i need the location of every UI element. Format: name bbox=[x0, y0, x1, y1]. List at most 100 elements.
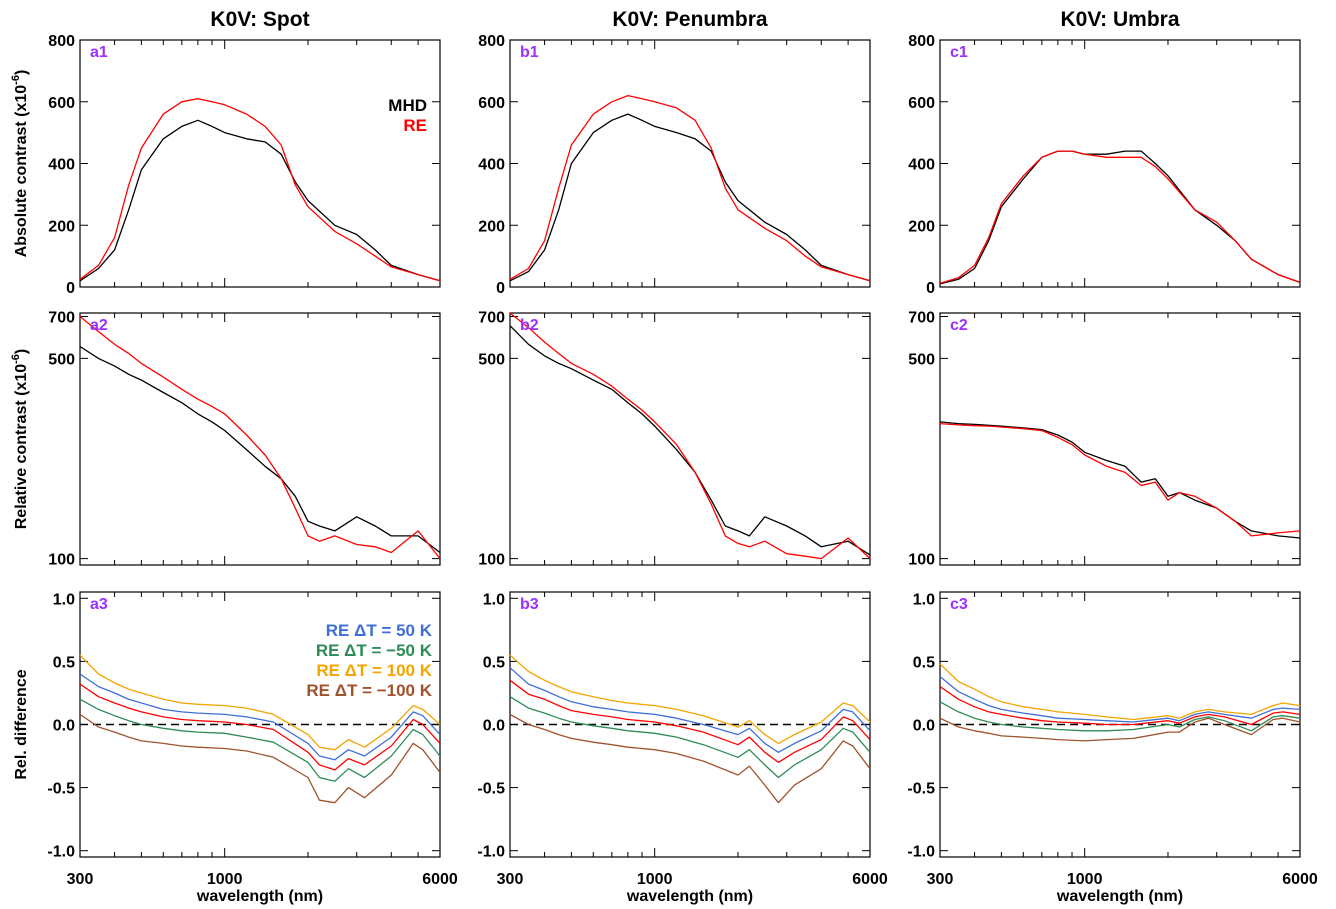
y-tick-label: -0.5 bbox=[47, 781, 75, 798]
y-tick-label: 0 bbox=[926, 280, 935, 297]
series-line bbox=[939, 686, 1301, 726]
y-axis-label: Rel. difference bbox=[13, 669, 30, 779]
x-tick-label: 1000 bbox=[637, 871, 673, 888]
y-axis-label: Relative contrast (x10-6) bbox=[10, 349, 30, 530]
panel-a2: 100 500 700 a2 bbox=[48, 310, 441, 569]
y-tick-label: 1.0 bbox=[913, 591, 935, 608]
x-tick-label: 300 bbox=[67, 871, 94, 888]
panel-label: b1 bbox=[520, 44, 539, 61]
series-line bbox=[939, 150, 1301, 285]
y-tick-label: 0.0 bbox=[913, 718, 935, 735]
column-title: K0V: Spot bbox=[210, 8, 309, 31]
series-line bbox=[79, 98, 441, 282]
y-tick-label: 0.0 bbox=[483, 718, 505, 735]
panel-frame bbox=[509, 39, 871, 288]
panel-b1: 0 200 400 600 800 b1 bbox=[478, 33, 871, 297]
panel-label: b3 bbox=[520, 596, 539, 613]
series-line bbox=[79, 654, 441, 751]
series-line bbox=[939, 421, 1301, 539]
x-axis-label: wavelength (nm) bbox=[196, 888, 323, 905]
y-tick-label: 1.0 bbox=[53, 591, 75, 608]
series-line bbox=[509, 312, 871, 560]
y-tick-label: 500 bbox=[908, 351, 935, 368]
y-tick-label: 100 bbox=[48, 552, 75, 569]
series-line bbox=[509, 325, 871, 556]
series-line bbox=[509, 667, 871, 753]
series-line bbox=[509, 696, 871, 779]
panel-a1: 0 200 400 600 800 a1 bbox=[48, 33, 441, 297]
panel-frame bbox=[79, 39, 441, 288]
y-tick-label: 500 bbox=[48, 351, 75, 368]
series-line bbox=[79, 345, 441, 554]
series-line bbox=[79, 698, 441, 782]
panel-label: c1 bbox=[950, 44, 968, 61]
y-axis-label-text: Relative contrast (x10-6) bbox=[10, 349, 30, 530]
y-tick-label: 0.5 bbox=[53, 654, 75, 671]
panel-label: a1 bbox=[90, 44, 108, 61]
legend-entry: MHD bbox=[388, 96, 427, 115]
series-line bbox=[509, 94, 871, 282]
x-tick-label: 300 bbox=[927, 871, 954, 888]
y-tick-label: 600 bbox=[48, 95, 75, 112]
series-line bbox=[79, 683, 441, 771]
panel-label: c2 bbox=[950, 317, 968, 334]
y-tick-label: -1.0 bbox=[477, 844, 505, 861]
legend-entry: RE bbox=[403, 116, 427, 135]
panel-c2: 100 500 700 c2 bbox=[908, 310, 1301, 569]
y-tick-label: -0.5 bbox=[477, 781, 505, 798]
y-tick-label: 0 bbox=[66, 280, 75, 297]
panel-frame bbox=[79, 312, 441, 566]
y-tick-label: -1.0 bbox=[907, 844, 935, 861]
series-line bbox=[939, 701, 1301, 732]
y-axis-label: Absolute contrast (x10-6) bbox=[10, 70, 30, 258]
y-tick-label: 0 bbox=[496, 280, 505, 297]
y-tick-label: 0.0 bbox=[53, 718, 75, 735]
x-tick-label: 1000 bbox=[207, 871, 243, 888]
series-line bbox=[79, 119, 441, 282]
y-tick-label: -0.5 bbox=[907, 781, 935, 798]
y-tick-label: -1.0 bbox=[47, 844, 75, 861]
legend-entry: RE ΔT = 100 K bbox=[316, 661, 432, 680]
panel-b2: 100 500 700 b2 bbox=[478, 310, 871, 569]
series-line bbox=[939, 663, 1301, 721]
x-tick-label: 1000 bbox=[1067, 871, 1103, 888]
panel-frame bbox=[939, 39, 1301, 288]
y-tick-label: 600 bbox=[478, 95, 505, 112]
y-tick-label: 200 bbox=[908, 218, 935, 235]
y-tick-label: 1.0 bbox=[483, 591, 505, 608]
y-axis-label-text: Rel. difference bbox=[13, 669, 30, 779]
y-tick-label: 600 bbox=[908, 95, 935, 112]
x-tick-label: 300 bbox=[497, 871, 524, 888]
panel-b3: -1.0 -0.5 0.0 0.5 1.0 b3 bbox=[477, 591, 871, 861]
legend-bottom: RE ΔT = 50 KRE ΔT = −50 KRE ΔT = 100 KRE… bbox=[306, 621, 432, 700]
column-title: K0V: Penumbra bbox=[612, 8, 768, 31]
series-line bbox=[509, 713, 871, 804]
y-tick-label: 0.5 bbox=[483, 654, 505, 671]
series-line bbox=[939, 150, 1301, 284]
series-line bbox=[939, 422, 1301, 537]
series-line bbox=[939, 675, 1301, 723]
panel-c1: 0 200 400 600 800 c1 bbox=[908, 33, 1301, 297]
panel-a3: -1.0 -0.5 0.0 0.5 1.0 a3 bbox=[47, 591, 441, 861]
series-line bbox=[509, 654, 871, 745]
series-line bbox=[509, 679, 871, 764]
panel-label: a2 bbox=[90, 317, 108, 334]
legend-entry: RE ΔT = 50 K bbox=[326, 621, 433, 640]
x-axis-label: wavelength (nm) bbox=[1056, 888, 1183, 905]
series-line bbox=[79, 713, 441, 804]
series-line bbox=[939, 717, 1301, 742]
y-tick-label: 800 bbox=[48, 33, 75, 50]
y-tick-label: 700 bbox=[478, 310, 505, 327]
panel-frame bbox=[509, 312, 871, 566]
y-axis-label-text: Absolute contrast (x10-6) bbox=[10, 70, 30, 258]
series-line bbox=[509, 113, 871, 282]
x-axis-label: wavelength (nm) bbox=[626, 888, 753, 905]
y-tick-label: 0.5 bbox=[913, 654, 935, 671]
panel-label: c3 bbox=[950, 596, 968, 613]
y-tick-label: 100 bbox=[478, 552, 505, 569]
y-tick-label: 400 bbox=[478, 157, 505, 174]
legend-entry: RE ΔT = −50 K bbox=[316, 641, 433, 660]
series-line bbox=[79, 673, 441, 761]
